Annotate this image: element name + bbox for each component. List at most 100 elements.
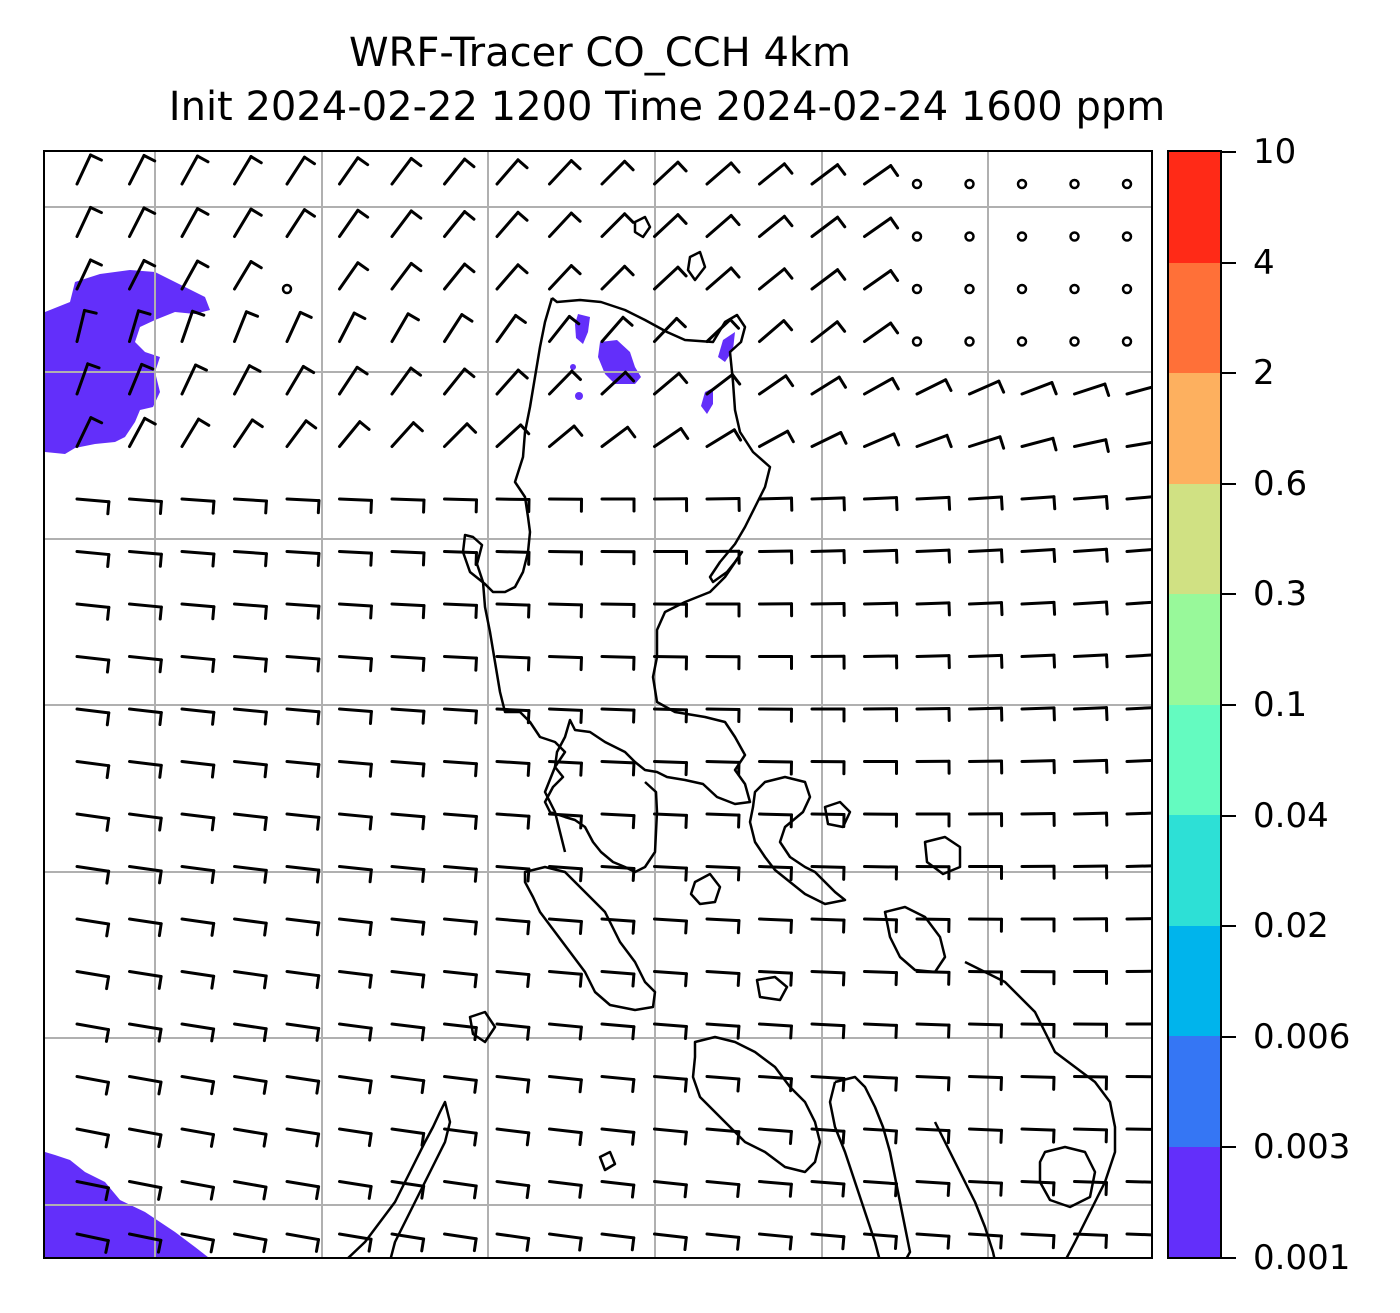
wind-barb-shaft [653, 1232, 688, 1240]
wind-barb-shaft [1020, 600, 1056, 606]
map-canvas [45, 152, 1151, 1257]
wind-barb-shaft [1125, 1232, 1151, 1237]
wind-barb-flag [369, 498, 373, 514]
wind-barb-flag [420, 1026, 426, 1042]
wind-barb-shaft [548, 1232, 583, 1240]
wind-barb-shaft [75, 602, 111, 609]
colorbar-tick [1222, 151, 1236, 153]
wind-barb-shaft [863, 548, 898, 553]
wind-barb-flag [210, 921, 216, 937]
wind-barb-flag [420, 1237, 426, 1253]
wind-barb-flag [356, 208, 370, 219]
wind-barb-shaft [128, 153, 146, 186]
wind-barb-shaft [338, 1127, 373, 1136]
colorbar-tick [1222, 925, 1236, 928]
coastline-luzon [543, 297, 772, 874]
wind-barb-shaft [128, 970, 163, 979]
wind-barb-shaft [810, 320, 839, 343]
wind-barb-flag [683, 1025, 688, 1040]
colorbar-label: 0.3 [1253, 574, 1308, 615]
wind-barb-shaft [653, 160, 680, 186]
wind-barb-flag [263, 657, 268, 673]
wind-barb-flag [137, 309, 152, 316]
wind-barb-flag [782, 319, 794, 332]
wind-barb-shaft [233, 550, 268, 556]
wind-barb-shaft [810, 431, 843, 448]
wind-barb-flag [358, 420, 371, 431]
wind-barb-flag [409, 209, 423, 220]
wind-barb-shaft [495, 263, 520, 291]
wind-barb-shaft [390, 261, 413, 291]
wind-barb-flag [262, 1080, 268, 1095]
wind-barb-flag [368, 973, 373, 989]
wind-barb-shaft [495, 1075, 531, 1082]
wind-barb-flag [579, 761, 583, 777]
wind-barb-shaft [915, 1127, 951, 1133]
wind-barb-flag [105, 922, 111, 938]
wind-barb-shaft [128, 1180, 163, 1190]
wind-barb-shaft [863, 1075, 898, 1080]
colorbar-label: 10 [1253, 132, 1297, 172]
colorbar-tick [1222, 1035, 1236, 1038]
wind-barb-flag [421, 604, 426, 620]
wind-barb-shaft [75, 1022, 111, 1032]
wind-barb-shaft [758, 374, 788, 396]
wind-barb-shaft [233, 310, 248, 343]
wind-barb-flag [104, 1186, 110, 1202]
wind-barb-shaft [180, 550, 216, 556]
wind-barb-flag [263, 921, 268, 937]
wind-barb-flag [514, 313, 527, 324]
wind-barb-shaft [548, 424, 576, 448]
wind-barb-flag [999, 1234, 1003, 1250]
wind-barb-flag [158, 658, 163, 674]
wind-barb-flag [106, 500, 111, 516]
wind-barb-flag [157, 1186, 163, 1201]
wind-barb-shaft [758, 812, 793, 817]
colorbar-segment [1169, 373, 1220, 484]
coastline-islet [755, 975, 789, 1002]
wind-barb-shaft [443, 262, 467, 291]
wind-barb-shaft [233, 1127, 268, 1136]
wind-barb-flag [315, 1132, 321, 1148]
calm-wind-marker [964, 178, 975, 190]
wind-barb-flag [421, 868, 426, 884]
calm-wind-marker [1069, 336, 1080, 347]
calm-wind-marker [1016, 283, 1028, 295]
wind-barb-shaft [128, 416, 147, 448]
wind-barb-shaft [600, 1075, 636, 1082]
colorbar-tick [1222, 593, 1236, 596]
wind-barb-shaft [1073, 706, 1108, 711]
wind-barb-shaft [128, 707, 163, 715]
wind-barb-flag [194, 363, 208, 372]
wind-barb-shaft [600, 602, 636, 607]
wind-barb-shaft [233, 207, 253, 238]
wind-barb-shaft [810, 1075, 846, 1080]
wind-barb-flag [89, 153, 103, 162]
wind-barb-shaft [915, 1180, 951, 1185]
wind-barb-flag [1051, 436, 1058, 452]
wind-barb-shaft [495, 812, 531, 818]
wind-barb-flag [420, 1184, 426, 1200]
wind-barb-flag [736, 971, 741, 987]
wind-barb-flag [526, 656, 531, 672]
wind-barb-shaft [653, 1075, 688, 1081]
wind-barb-flag [526, 867, 531, 883]
map-title: WRF-Tracer CO_CCH 4km [348, 30, 852, 76]
wind-barb-shaft [705, 161, 733, 186]
calm-wind-marker [1069, 178, 1080, 190]
wind-barb-flag [105, 711, 111, 727]
wind-barb-shaft [600, 917, 636, 923]
wind-barb-flag [1104, 547, 1109, 563]
calm-wind-marker [911, 283, 923, 295]
wind-barb-flag [728, 318, 740, 330]
wind-barb-flag [409, 156, 423, 168]
wind-barb-shaft [863, 432, 896, 448]
wind-barb-flag [579, 814, 583, 830]
colorbar-tick [1222, 372, 1236, 375]
wind-barb-flag [578, 920, 583, 935]
wind-barb-shaft [968, 1127, 1003, 1132]
coastline-islet [468, 1010, 497, 1044]
wind-barb-flag [263, 763, 268, 779]
wind-barb-shaft [653, 917, 688, 923]
wind-barb-shaft [285, 602, 321, 608]
